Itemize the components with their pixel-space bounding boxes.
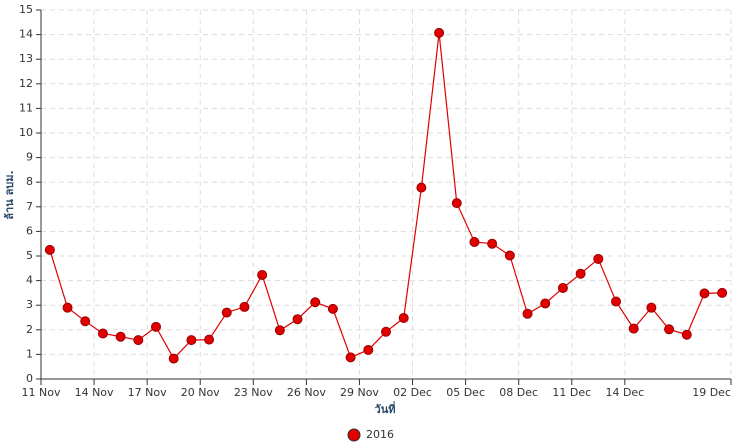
data-point bbox=[151, 321, 161, 332]
y-tick-label: 9 bbox=[26, 151, 33, 164]
data-point bbox=[221, 307, 232, 318]
y-tick-label: 8 bbox=[26, 175, 33, 188]
data-point bbox=[557, 282, 568, 293]
data-point bbox=[434, 27, 445, 38]
y-tick-label: 2 bbox=[26, 323, 33, 336]
x-tick-label: 11 Nov bbox=[22, 386, 61, 399]
data-point bbox=[504, 250, 515, 261]
data-point bbox=[398, 312, 409, 323]
y-axis-label: ล้าน ลบม. bbox=[3, 170, 16, 219]
data-point bbox=[186, 335, 197, 346]
data-point bbox=[274, 325, 285, 336]
y-tick-label: 14 bbox=[19, 28, 33, 41]
x-tick-label: 20 Nov bbox=[181, 386, 220, 399]
data-point bbox=[646, 302, 657, 313]
x-tick-label: 19 Dec bbox=[692, 386, 731, 399]
data-point bbox=[540, 298, 551, 309]
x-tick-label: 11 Dec bbox=[552, 386, 591, 399]
data-point bbox=[44, 244, 55, 255]
x-tick-label: 08 Dec bbox=[499, 386, 538, 399]
data-point bbox=[522, 308, 533, 319]
y-tick-label: 5 bbox=[26, 249, 33, 262]
x-tick-label: 14 Nov bbox=[75, 386, 114, 399]
data-point bbox=[717, 287, 728, 298]
data-point bbox=[292, 314, 303, 325]
legend-label: 2016 bbox=[366, 428, 394, 441]
x-tick-label: 05 Dec bbox=[446, 386, 485, 399]
y-tick-label: 0 bbox=[26, 372, 33, 385]
data-point bbox=[593, 253, 604, 264]
data-point bbox=[363, 344, 374, 355]
y-tick-label: 4 bbox=[26, 274, 33, 287]
data-point bbox=[80, 316, 91, 327]
data-point bbox=[575, 268, 586, 279]
data-point bbox=[469, 236, 480, 247]
y-tick-label: 7 bbox=[26, 200, 33, 213]
data-point bbox=[257, 269, 268, 280]
data-point bbox=[168, 353, 179, 364]
x-tick-label: 23 Nov bbox=[234, 386, 273, 399]
data-point bbox=[97, 328, 108, 339]
y-tick-label: 3 bbox=[26, 298, 33, 311]
y-tick-label: 12 bbox=[19, 77, 33, 90]
data-point bbox=[699, 288, 710, 299]
x-tick-label: 26 Nov bbox=[287, 386, 326, 399]
data-point bbox=[628, 323, 639, 334]
data-point bbox=[327, 303, 338, 314]
y-tick-label: 13 bbox=[19, 52, 33, 65]
data-point bbox=[681, 329, 692, 340]
x-axis-label: วันที่ bbox=[375, 401, 396, 416]
data-point bbox=[416, 182, 427, 193]
y-tick-label: 10 bbox=[19, 126, 33, 139]
data-point bbox=[345, 352, 356, 363]
data-point bbox=[451, 198, 462, 209]
x-tick-label: 14 Dec bbox=[605, 386, 644, 399]
data-point bbox=[62, 302, 73, 313]
series-line bbox=[49, 32, 723, 360]
legend-marker bbox=[347, 428, 361, 442]
data-point bbox=[204, 334, 215, 345]
data-point bbox=[381, 326, 391, 337]
y-tick-label: 1 bbox=[26, 347, 33, 360]
y-tick-label: 15 bbox=[19, 3, 33, 16]
y-tick-label: 11 bbox=[19, 101, 33, 114]
data-point bbox=[133, 335, 144, 346]
data-point bbox=[664, 324, 675, 335]
data-point bbox=[310, 297, 321, 308]
data-point bbox=[611, 296, 621, 307]
data-point bbox=[239, 301, 250, 312]
x-tick-label: 17 Nov bbox=[128, 386, 167, 399]
x-tick-label: 29 Nov bbox=[340, 386, 379, 399]
x-tick-label: 02 Dec bbox=[393, 386, 432, 399]
y-tick-label: 6 bbox=[26, 224, 33, 237]
data-point bbox=[115, 331, 126, 342]
data-point bbox=[487, 238, 498, 249]
